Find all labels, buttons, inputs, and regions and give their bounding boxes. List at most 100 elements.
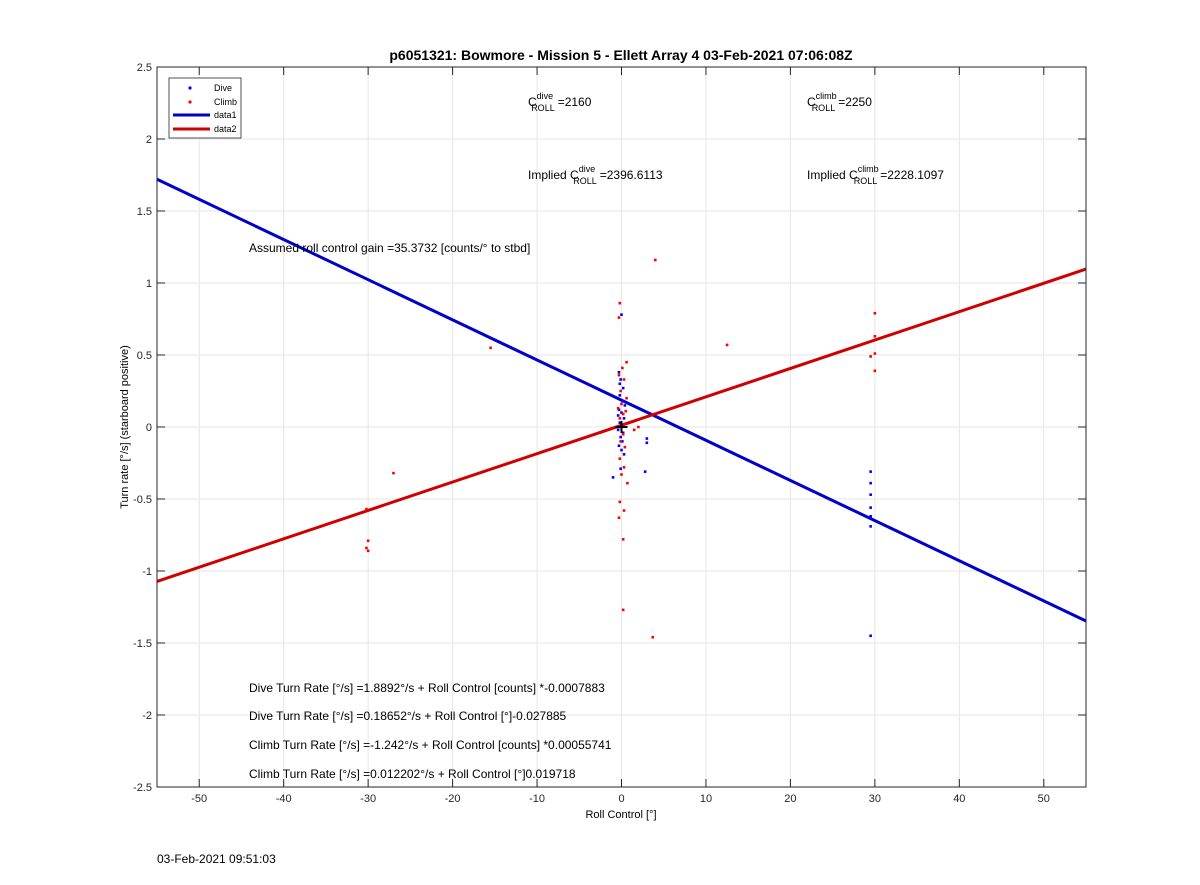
footer-timestamp: 03-Feb-2021 09:51:03 [157,852,276,866]
point-climb [625,360,628,364]
y-tick-label: 2.5 [137,62,152,74]
point-climb [618,457,622,460]
point-dive [621,431,625,435]
implied-climb-annotation: Implied Cclimb ROLL =2228.1097 [807,164,944,186]
point-climb [625,396,628,400]
point-dive [869,493,872,496]
x-tick-label: 30 [869,793,881,805]
legend-data1-label: data1 [214,110,237,120]
point-climb [622,466,626,469]
point-climb [621,366,624,370]
point-dive [621,440,624,443]
point-dive [645,441,649,445]
point-dive [611,476,615,479]
point-dive [869,514,872,518]
point-climb [637,425,640,429]
point-dive [620,448,623,452]
y-tick-label: 1.5 [137,206,152,218]
point-dive [645,437,649,440]
point-climb [621,538,625,541]
x-tick-label: 10 [700,793,712,805]
point-dive [869,506,872,509]
axis-ticks: -50 -40 -30 -20 -10 0 10 20 30 40 50-2.5-2-1.5-1-0… [133,62,1086,805]
y-tick-label: 1 [146,278,152,290]
point-climb [653,258,657,262]
point-dive [616,428,620,432]
x-tick-label: 40 [953,793,965,805]
point-dive [869,470,872,473]
y-tick-label: -0.5 [133,494,152,506]
x-tick-label: -50 [191,793,207,805]
climb-equation-counts: Climb Turn Rate [°/s] =-1.242°/s + Roll … [249,738,612,752]
x-tick-label: -10 [529,793,545,805]
point-climb [489,346,492,350]
y-tick-label: -2 [142,710,152,722]
point-climb [626,481,629,485]
point-dive [618,421,622,424]
point-dive [617,408,621,412]
point-climb [622,378,626,381]
point-climb [620,402,623,406]
c-roll-dive-annotation: Cdive ROLL =2160 [528,91,592,113]
point-climb [616,406,620,410]
point-climb [366,549,370,553]
point-dive [617,444,621,448]
x-tick-label: -40 [276,793,292,805]
point-dive [621,386,625,390]
point-climb [617,373,621,377]
point-climb [618,417,622,420]
y-tick-label: 0.5 [137,350,152,362]
point-dive [619,435,622,439]
legend-dive-marker [188,86,192,90]
y-tick-label: -1.5 [133,638,152,650]
legend-climb-marker [188,100,192,104]
point-climb [619,389,622,393]
legend-data2-label: data2 [214,124,237,134]
point-dive [618,382,622,386]
legend-climb-label: Climb [214,97,237,107]
point-dive [622,417,626,420]
point-climb [621,608,625,612]
dive-equation-counts: Dive Turn Rate [°/s] =1.8892°/s + Roll C… [249,681,605,695]
point-climb [873,369,877,373]
point-dive [869,525,872,528]
origin-marker [615,421,628,433]
point-climb [623,445,627,449]
legend: Dive Climb data1 data2 [168,77,242,139]
point-climb [619,440,622,443]
c-roll-climb-annotation: Cclimb ROLL =2250 [807,91,872,113]
point-climb [873,311,877,315]
climb-equation-degrees: Climb Turn Rate [°/s] =0.012202°/s + Rol… [249,767,576,781]
point-climb [632,428,636,432]
point-climb [621,412,625,416]
point-climb [618,301,622,305]
x-axis-label: Roll Control [°] [585,809,656,821]
point-climb [651,635,655,639]
point-dive [643,470,647,473]
y-tick-label: -2.5 [133,782,152,794]
x-tick-label: -20 [445,793,461,805]
point-climb [623,422,627,426]
point-climb [618,500,622,504]
point-climb [617,316,621,319]
x-tick-label: 0 [618,793,624,805]
point-dive [620,313,623,316]
point-dive [618,394,622,397]
point-dive [869,481,872,485]
x-tick-label: 20 [784,793,796,805]
legend-dive-label: Dive [214,83,232,93]
point-climb [624,409,628,413]
point-climb [725,343,729,347]
point-climb [366,539,370,543]
point-climb [617,516,621,520]
point-climb [873,352,877,355]
point-dive [620,411,623,414]
dive-equation-degrees: Dive Turn Rate [°/s] =0.18652°/s + Roll … [249,709,567,723]
point-dive [869,634,872,638]
point-climb [392,471,395,475]
point-climb [873,334,877,338]
point-climb [621,432,625,436]
point-climb [365,546,368,550]
point-dive [616,414,620,417]
